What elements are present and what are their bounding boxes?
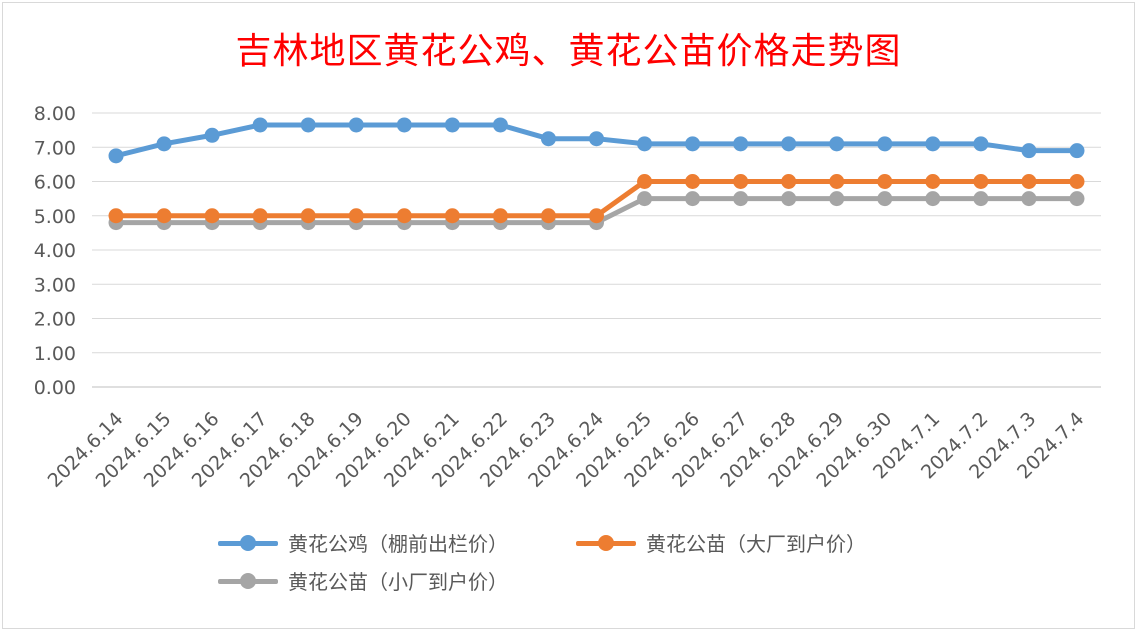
data-point[interactable]	[733, 136, 749, 152]
data-point[interactable]	[540, 131, 556, 147]
y-tick-label: 8.00	[34, 103, 76, 125]
data-point[interactable]	[300, 208, 316, 224]
data-point[interactable]	[973, 136, 989, 152]
legend-label: 黄花公鸡（棚前出栏价）	[288, 532, 508, 556]
data-point[interactable]	[1021, 143, 1037, 159]
data-point[interactable]	[925, 174, 941, 189]
data-point[interactable]	[589, 208, 604, 224]
y-tick-label: 5.00	[34, 206, 76, 228]
y-tick-label: 6.00	[34, 172, 76, 194]
legend-label: 黄花公苗（小厂到户价）	[288, 570, 508, 594]
data-point[interactable]	[1069, 191, 1085, 207]
legend-swatch-icon	[576, 533, 636, 553]
y-tick-label: 1.00	[34, 343, 76, 365]
data-point[interactable]	[1069, 143, 1085, 159]
data-point[interactable]	[108, 208, 124, 224]
data-point[interactable]	[685, 136, 701, 152]
data-point[interactable]	[108, 148, 124, 164]
legend-swatch-icon	[218, 571, 278, 591]
y-tick-label: 2.00	[34, 309, 76, 331]
y-tick-label: 0.00	[34, 377, 76, 399]
data-point[interactable]	[204, 127, 220, 143]
data-point[interactable]	[396, 117, 412, 133]
data-point[interactable]	[829, 191, 845, 207]
data-point[interactable]	[444, 208, 460, 224]
data-point[interactable]	[252, 208, 268, 224]
data-point[interactable]	[492, 208, 508, 224]
data-point[interactable]	[348, 117, 364, 133]
data-point[interactable]	[156, 136, 172, 152]
data-point[interactable]	[492, 117, 508, 133]
data-point[interactable]	[781, 191, 797, 207]
data-point[interactable]	[540, 208, 556, 224]
y-tick-label: 4.00	[34, 240, 76, 262]
data-point[interactable]	[829, 136, 845, 152]
data-point[interactable]	[973, 191, 989, 207]
series-lines	[108, 117, 1085, 231]
legend-swatch-icon	[218, 533, 278, 553]
data-point[interactable]	[733, 174, 749, 189]
data-point[interactable]	[204, 208, 220, 224]
data-point[interactable]	[877, 136, 893, 152]
legend-item-series-0[interactable]: 黄花公鸡（棚前出栏价）	[218, 528, 508, 557]
data-point[interactable]	[1021, 174, 1037, 189]
data-point[interactable]	[300, 117, 316, 133]
legend-label: 黄花公苗（大厂到户价）	[646, 532, 866, 556]
chart-title: 吉林地区黄花公鸡、黄花公苗价格走势图	[235, 31, 902, 72]
data-point[interactable]	[252, 117, 268, 133]
data-point[interactable]	[637, 174, 653, 189]
data-point[interactable]	[589, 131, 604, 147]
data-point[interactable]	[781, 136, 797, 152]
data-point[interactable]	[637, 136, 653, 152]
legend-item-series-2[interactable]: 黄花公苗（小厂到户价）	[218, 566, 508, 595]
data-point[interactable]	[685, 174, 701, 189]
data-point[interactable]	[877, 191, 893, 207]
series-1	[108, 174, 1085, 224]
x-axis-ticks: 2024.6.142024.6.152024.6.162024.6.172024…	[44, 408, 1089, 492]
data-point[interactable]	[829, 174, 845, 189]
gridlines	[92, 112, 1101, 388]
data-point[interactable]	[685, 191, 701, 207]
data-point[interactable]	[781, 174, 797, 189]
y-tick-label: 3.00	[34, 274, 76, 296]
data-point[interactable]	[1021, 191, 1037, 207]
data-point[interactable]	[396, 208, 412, 224]
data-point[interactable]	[925, 136, 941, 152]
data-point[interactable]	[348, 208, 364, 224]
data-point[interactable]	[156, 208, 172, 224]
y-axis-ticks: 0.00 1.00 2.00 3.00 4.00 5.00 6.00 7.00 8.00	[34, 103, 76, 399]
data-point[interactable]	[925, 191, 941, 207]
series-0	[108, 117, 1085, 164]
data-point[interactable]	[877, 174, 893, 189]
data-point[interactable]	[973, 174, 989, 189]
y-tick-label: 7.00	[34, 137, 76, 159]
legend-item-series-1[interactable]: 黄花公苗（大厂到户价）	[576, 528, 866, 557]
data-point[interactable]	[637, 191, 653, 207]
data-point[interactable]	[733, 191, 749, 207]
data-point[interactable]	[444, 117, 460, 133]
data-point[interactable]	[1069, 174, 1085, 189]
